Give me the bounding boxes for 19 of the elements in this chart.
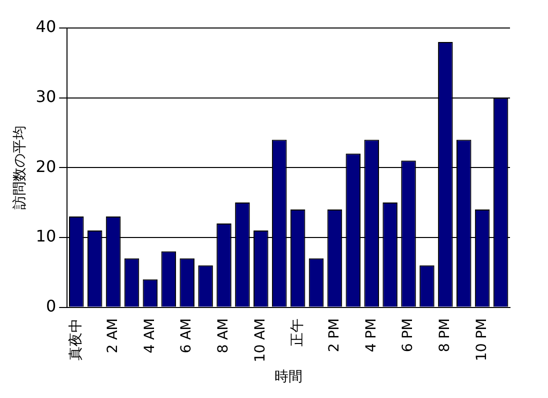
y-axis-title: 訪問数の平均 <box>12 126 28 210</box>
y-tick-label: 0 <box>46 296 56 316</box>
x-axis-title: 時間 <box>274 369 303 386</box>
y-tick-label: 30 <box>36 86 56 106</box>
x-tick-label: 4 PM <box>363 318 380 352</box>
x-tick-label: 2 PM <box>326 318 342 352</box>
x-tick-label: 8 AM <box>216 318 232 354</box>
x-tick-label: 正午 <box>289 318 306 346</box>
x-tick-label: 4 AM <box>142 318 158 354</box>
x-tick-label: 10 PM <box>474 318 490 362</box>
x-tick-label: 真夜中 <box>68 318 84 360</box>
x-tick-label: 10 AM <box>252 318 269 362</box>
y-tick-label: 40 <box>36 17 56 36</box>
x-tick-label: 2 AM <box>104 318 121 354</box>
x-tick-label: 6 PM <box>400 318 416 352</box>
x-tick-label: 6 AM <box>178 318 195 354</box>
x-tick-label: 8 PM <box>437 318 454 352</box>
y-tick-label: 20 <box>36 156 56 176</box>
y-tick-label: 10 <box>36 226 56 246</box>
